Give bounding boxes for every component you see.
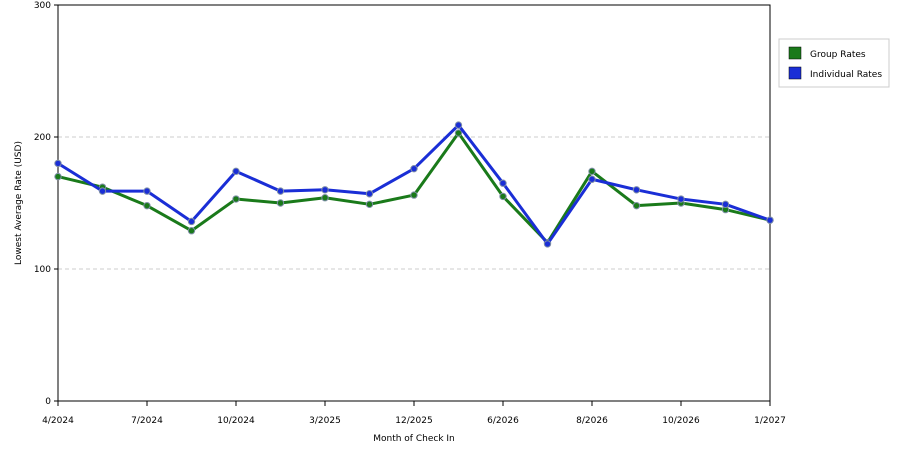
data-point-group-rates [499,192,507,201]
data-point-individual-rates [98,187,107,195]
data-point-individual-rates [321,186,329,194]
data-point-group-rates [143,201,151,210]
legend-label-group-rates: Group Rates [810,50,866,60]
legend-label-individual-rates: Individual Rates [810,70,882,80]
legend: Group Rates Individual Rates [778,38,890,88]
data-point-individual-rates [677,195,685,203]
data-point-individual-rates [276,187,285,195]
x-tick-label: 12/2025 [395,416,432,426]
legend-swatch-group-rates [788,46,802,60]
legend-swatch-individual-rates [788,66,802,80]
x-tick-label: 1/2027 [754,416,786,426]
x-tick-label: 3/2025 [309,416,341,426]
x-tick-label: 10/2024 [217,416,255,426]
data-point-individual-rates [54,159,62,168]
data-point-group-rates [454,129,463,137]
x-tick-label: 7/2024 [131,416,163,426]
data-point-individual-rates [543,240,552,248]
data-point-individual-rates [410,164,418,173]
y-tick-label: 100 [34,265,51,275]
y-tick-label: 300 [34,1,51,11]
data-point-individual-rates [632,186,641,194]
y-axis-ticks: 0 100 200 300 [34,1,58,407]
data-point-individual-rates [454,121,463,129]
data-point-group-rates [410,191,418,199]
data-point-group-rates [54,172,62,181]
y-tick-label: 200 [34,133,51,143]
series-line-individual-rates [57,123,771,246]
data-point-group-rates [632,201,641,210]
x-tick-label: 4/2024 [42,416,74,426]
data-point-individual-rates [766,216,774,224]
data-point-group-rates [187,227,196,235]
data-point-group-rates [588,167,596,176]
y-axis-label: Lowest Average Rate (USD) [14,141,24,265]
y-tick-label: 0 [45,397,51,407]
data-point-group-rates [365,200,374,209]
x-axis-label: Month of Check In [373,434,455,444]
data-point-individual-rates [588,175,596,183]
data-point-group-rates [276,199,285,207]
data-point-individual-rates [232,167,240,176]
data-point-group-rates [321,194,329,202]
data-point-individual-rates [721,200,730,209]
data-point-individual-rates [365,190,374,198]
series-line-group-rates [57,131,771,245]
data-point-individual-rates [187,217,196,226]
data-point-group-rates [232,195,240,203]
x-tick-label: 10/2026 [662,416,700,426]
x-tick-label: 6/2026 [487,416,519,426]
x-axis-ticks: 4/2024 7/2024 10/2024 3/2025 12/2025 6/2026 8/… [42,401,786,426]
data-point-individual-rates [499,179,507,187]
data-point-individual-rates [143,187,151,195]
x-tick-label: 8/2026 [576,416,608,426]
series-lines [54,121,774,248]
